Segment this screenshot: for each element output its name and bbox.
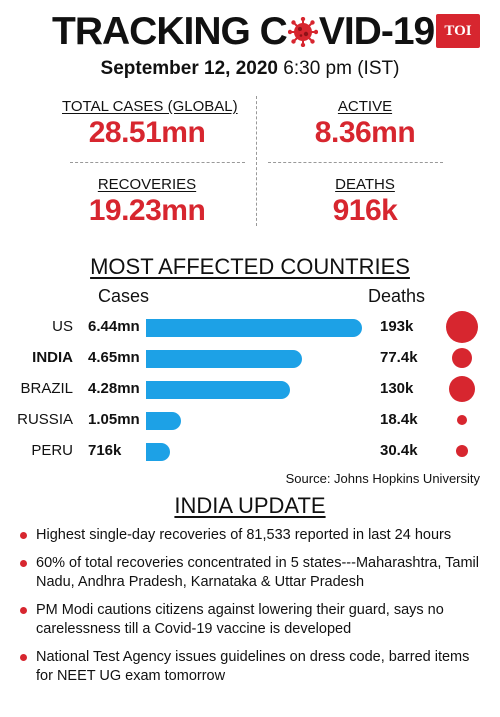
deaths-value-label: 18.4k (380, 411, 418, 428)
toi-logo: TOI (436, 14, 480, 48)
cases-value-label: 6.44mn (88, 318, 140, 335)
deaths-value-label: 193k (380, 318, 414, 335)
deaths-value-label: 30.4k (380, 442, 418, 459)
deaths-label: DEATHS (335, 176, 395, 193)
title-part-2: VID-19 (318, 10, 435, 53)
deaths-value-label: 130k (380, 380, 414, 397)
india-update-list: Highest single-day recoveries of 81,533 … (18, 526, 488, 686)
active-label: ACTIVE (337, 98, 393, 115)
list-item: PM Modi cautions citizens against loweri… (18, 601, 488, 639)
date-line: September 12, 2020 6:30 pm (IST) (0, 58, 500, 80)
cases-value-label: 1.05mn (88, 411, 140, 428)
source-note: Source: Johns Hopkins University (285, 471, 480, 486)
list-item: 60% of total recoveries concentrated in … (18, 554, 488, 592)
deaths-bubble (446, 311, 478, 343)
country-label: BRAZIL (20, 380, 73, 397)
page-title: TRACKING C VID-19 (52, 10, 435, 54)
cases-value-label: 4.28mn (88, 380, 140, 397)
date: September 12, 2020 (100, 58, 278, 79)
divider-vertical (256, 96, 257, 226)
list-item: National Test Agency issues guidelines o… (18, 648, 488, 686)
list-item: Highest single-day recoveries of 81,533 … (18, 526, 488, 545)
cases-bar (146, 350, 302, 368)
cases-value-label: 4.65mn (88, 349, 140, 366)
title-part-1: TRACKING C (52, 10, 288, 53)
country-label: US (52, 318, 73, 335)
country-label: RUSSIA (17, 411, 73, 428)
india-update-title: INDIA UPDATE (174, 493, 326, 518)
deaths-bubble (448, 375, 476, 403)
cases-bar (146, 412, 182, 430)
recoveries-value: 19.23mn (88, 194, 206, 227)
deaths-bubble (457, 415, 467, 425)
recoveries-label: RECOVERIES (97, 176, 197, 193)
cases-value-label: 716k (88, 442, 122, 459)
country-label: INDIA (32, 349, 73, 366)
time: 6:30 pm (IST) (283, 58, 400, 79)
total-cases-label: TOTAL CASES (GLOBAL) (62, 98, 238, 115)
coronavirus-icon (287, 17, 318, 47)
cases-bar (146, 443, 170, 461)
cases-column-header: Cases (98, 286, 150, 306)
chart-title: MOST AFFECTED COUNTRIES (90, 254, 410, 279)
active-value: 8.36mn (314, 116, 416, 149)
country-label: PERU (31, 442, 73, 459)
divider-right (268, 162, 443, 163)
deaths-bubble (451, 347, 473, 369)
deaths-value-label: 77.4k (380, 349, 418, 366)
deaths-column-header: Deaths (368, 286, 426, 306)
total-cases-value: 28.51mn (88, 116, 206, 149)
cases-bar (146, 381, 290, 399)
cases-bar (146, 319, 362, 337)
divider-left (70, 162, 245, 163)
deaths-bubble (455, 444, 469, 458)
deaths-value: 916k (332, 194, 398, 227)
